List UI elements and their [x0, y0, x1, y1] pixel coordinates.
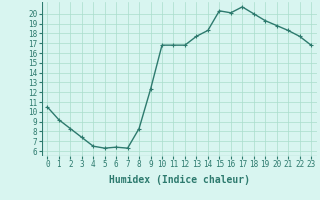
X-axis label: Humidex (Indice chaleur): Humidex (Indice chaleur) [109, 175, 250, 185]
